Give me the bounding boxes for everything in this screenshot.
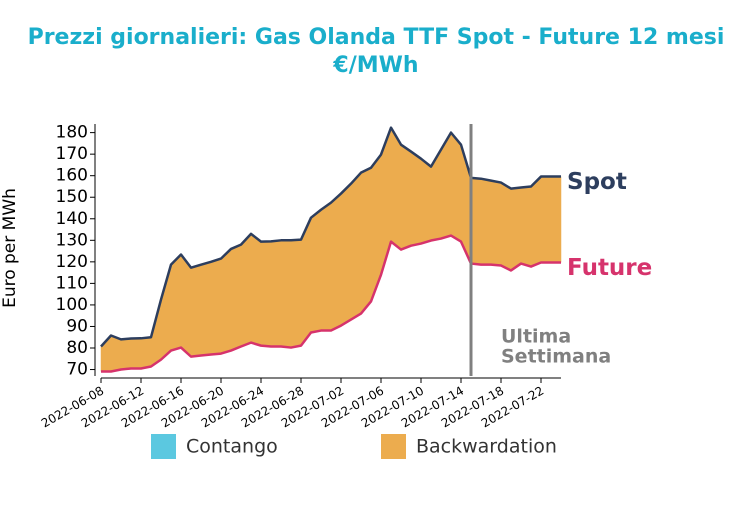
spread-area [180,253,192,358]
y-tick-label: 170 [56,144,88,164]
spread-area [330,193,342,331]
spread-area [340,183,352,327]
legend-swatch [151,434,176,459]
spread-area [410,151,422,247]
y-tick-label: 110 [56,273,88,293]
week-marker-label: Ultima [501,326,571,348]
chart-title: Prezzi giornalieri: Gas Olanda TTF Spot … [28,25,725,50]
spread-area [420,158,432,244]
y-tick-label: 80 [66,338,88,358]
y-tick-label: 100 [56,295,88,315]
y-tick-label: 70 [66,360,88,380]
spread-area [320,202,332,331]
legend-label: Contango [186,436,278,458]
spread-area [400,144,412,250]
spread-area [240,233,252,347]
y-tick-label: 120 [56,252,88,272]
spread-area [390,126,402,251]
series-label: Spot [567,169,627,195]
legend-swatch [381,434,406,459]
spread-area [550,176,562,263]
spread-area [220,248,232,354]
series-label: Future [567,255,652,281]
y-tick-label: 130 [56,230,88,250]
y-tick-label: 140 [56,209,88,229]
spread-area [230,244,242,351]
spread-area [210,258,222,355]
series-line [100,126,561,348]
spread-area [110,335,122,372]
spread-area [290,239,302,348]
spread-area [500,182,512,271]
y-tick-label: 180 [56,123,88,143]
spread-area [120,338,132,370]
spread-area [250,233,262,346]
spread-area [190,264,202,357]
spread-area [130,338,142,369]
spread-area [350,172,362,321]
spread-area [450,131,462,243]
spread-area [170,253,182,351]
spread-area [280,240,292,348]
spread-area [140,336,152,369]
spread-area [510,187,522,271]
y-tick-label: 150 [56,187,88,207]
spread-area [270,240,282,347]
spread-area [490,180,502,266]
y-tick-label: 160 [56,166,88,186]
series-line [101,234,561,373]
spread-area [310,209,322,333]
spread-area [480,178,492,265]
week-marker-label: Settimana [501,346,611,368]
spread-area [260,241,272,347]
legend-label: Backwardation [416,436,557,458]
spread-area [520,186,532,267]
spread-area [540,176,552,263]
spread-area [360,167,372,315]
y-tick-label: 90 [66,316,88,336]
spread-area [530,175,542,267]
chart-subtitle: €/MWh [332,53,418,78]
y-axis-label: Euro per MWh [0,188,20,308]
spread-area [200,261,212,356]
